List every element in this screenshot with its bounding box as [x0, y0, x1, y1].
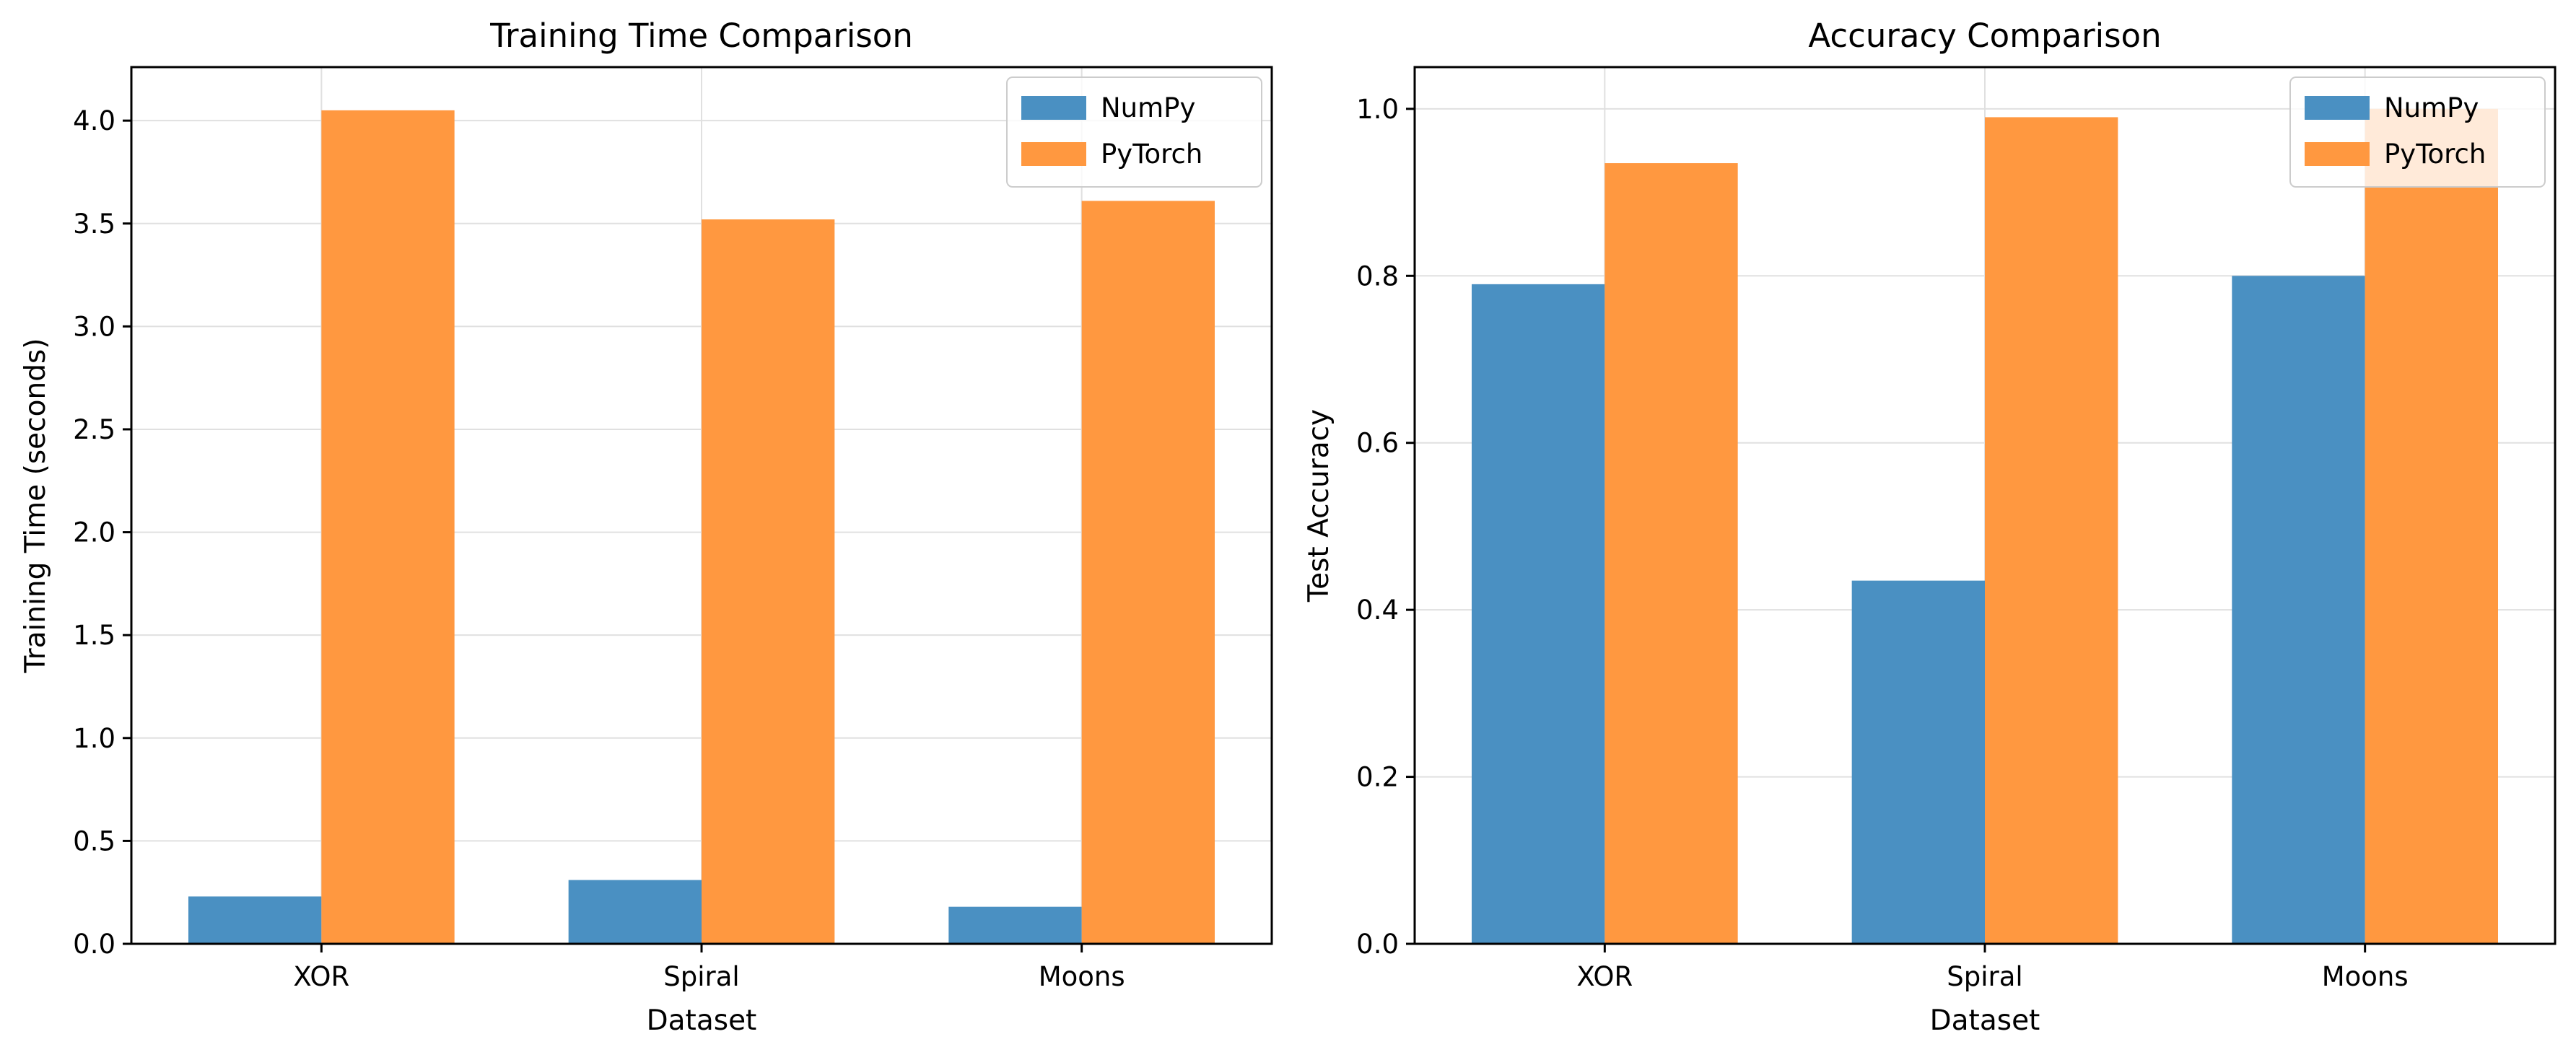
training-time-legend-label-pytorch: PyTorch [1101, 139, 1202, 170]
accuracy-y-tick-label: 1.0 [1356, 94, 1399, 125]
accuracy-legend-swatch-pytorch [2305, 142, 2370, 166]
training-time-y-tick-label: 1.5 [73, 620, 115, 651]
training-time-legend-label-numpy: NumPy [1101, 92, 1195, 123]
accuracy-legend: NumPy PyTorch [2289, 76, 2546, 188]
training-time-x-tick-label: XOR [293, 961, 349, 992]
accuracy-y-tick-label: 0.2 [1356, 762, 1399, 793]
training-time-title: Training Time Comparison [489, 17, 913, 55]
training-time-legend: NumPy PyTorch [1006, 76, 1262, 188]
training-time-bar-numpy-moons [948, 906, 1082, 944]
training-time-x-tick-label: Spiral [663, 961, 739, 992]
training-time-ticks: 0.0 0.5 1.0 1.5 2.0 2.5 3.0 3.5 4.0 XOR Spiral Moon… [73, 105, 1125, 992]
training-time-y-tick-label: 3.0 [73, 311, 115, 342]
training-time-x-tick-label: Moons [1039, 961, 1125, 992]
accuracy-bar-pytorch-xor [1604, 163, 1738, 945]
accuracy-legend-label-numpy: NumPy [2384, 92, 2479, 123]
accuracy-x-tick-label: XOR [1576, 961, 1633, 992]
training-time-chart: 0.0 0.5 1.0 1.5 2.0 2.5 3.0 3.5 4.0 XOR Spiral Moon… [19, 17, 1273, 1037]
accuracy-bar-numpy-moons [2232, 276, 2365, 944]
training-time-bar-numpy-xor [188, 896, 322, 944]
accuracy-bar-pytorch-moons [2365, 108, 2498, 944]
training-time-bar-pytorch-spiral [702, 219, 835, 944]
accuracy-y-tick-label: 0.0 [1356, 929, 1399, 960]
accuracy-bar-numpy-spiral [1851, 580, 1985, 944]
accuracy-y-tick-label: 0.6 [1356, 428, 1399, 459]
training-time-y-tick-label: 2.0 [73, 517, 115, 548]
training-time-y-tick-label: 2.5 [73, 414, 115, 445]
accuracy-chart: 0.0 0.2 0.4 0.6 0.8 1.0 XOR Spiral Moons Accurac… [1303, 17, 2557, 1037]
training-time-y-tick-label: 0.0 [73, 929, 115, 960]
accuracy-legend-label-pytorch: PyTorch [2384, 139, 2486, 170]
training-time-legend-swatch-numpy [1021, 96, 1086, 120]
training-time-y-tick-label: 3.5 [73, 209, 115, 240]
training-time-bar-pytorch-xor [321, 110, 455, 944]
accuracy-bar-pytorch-spiral [1985, 117, 2118, 944]
training-time-y-axis-label: Training Time (seconds) [19, 338, 52, 674]
training-time-y-tick-label: 4.0 [73, 105, 115, 136]
accuracy-ticks: 0.0 0.2 0.4 0.6 0.8 1.0 XOR Spiral Moons [1356, 94, 2408, 992]
accuracy-title: Accuracy Comparison [1808, 17, 2161, 55]
training-time-x-axis-label: Dataset [647, 1004, 757, 1037]
accuracy-y-axis-label: Test Accuracy [1303, 409, 1335, 603]
accuracy-x-tick-label: Spiral [1947, 961, 2022, 992]
accuracy-bar-numpy-xor [1472, 284, 1605, 944]
accuracy-y-tick-label: 0.4 [1356, 595, 1399, 626]
training-time-y-tick-label: 1.0 [73, 723, 115, 754]
training-time-bars [188, 110, 1215, 944]
accuracy-x-tick-label: Moons [2322, 961, 2409, 992]
accuracy-y-tick-label: 0.8 [1356, 260, 1399, 292]
accuracy-bars [1472, 108, 2498, 945]
accuracy-x-axis-label: Dataset [1930, 1004, 2040, 1037]
accuracy-legend-swatch-numpy [2305, 96, 2370, 120]
training-time-legend-swatch-pytorch [1021, 142, 1086, 166]
training-time-y-tick-label: 0.5 [73, 825, 115, 857]
training-time-bar-numpy-spiral [568, 880, 702, 944]
training-time-bar-pytorch-moons [1081, 201, 1215, 944]
